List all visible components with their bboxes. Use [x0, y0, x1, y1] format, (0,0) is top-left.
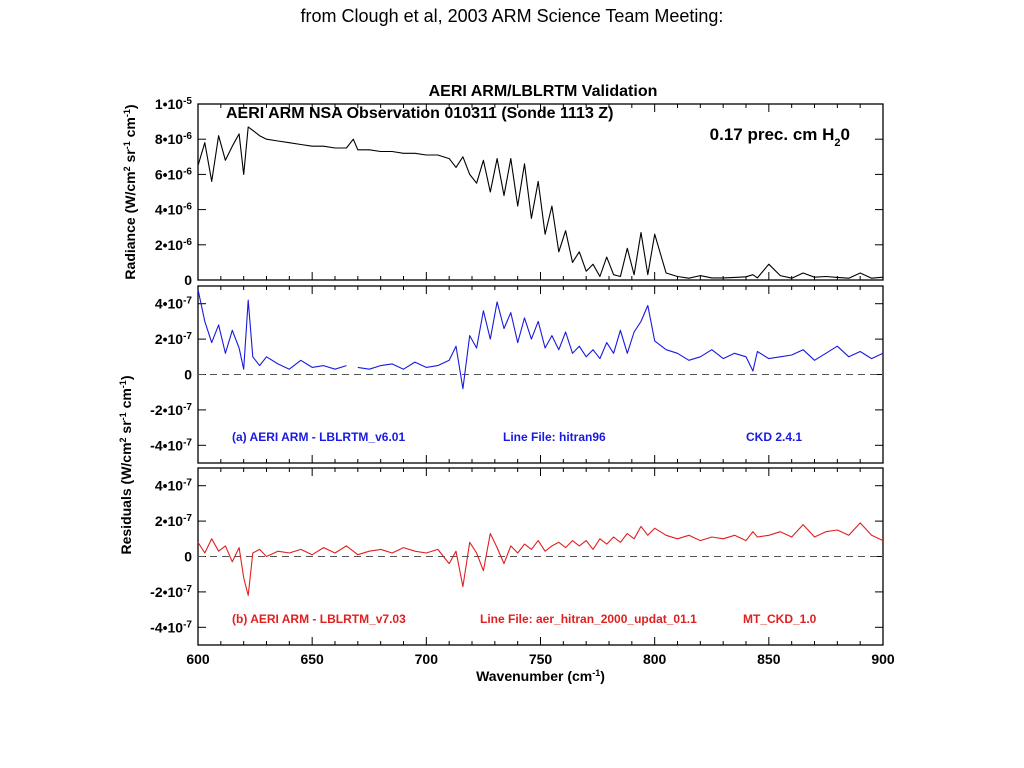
panel-2: 4•10-7 2•10-7 0 -2•10-7 -4•10-7 (b) AERI ARM … [150, 467, 895, 684]
x-tick-label: 700 [415, 651, 439, 667]
y-tick-label: 4•10-7 [155, 295, 193, 312]
y-tick-label: 4•10-7 [155, 477, 193, 494]
y-tick-label: 2•10-6 [155, 236, 193, 253]
panel-0: 0 2•10-6 4•10-6 6•10-6 8•10-6 1•10-5 [155, 96, 884, 288]
y-tick-label: 4•10-6 [155, 201, 193, 218]
y-axis-label-residuals: Residuals (W/cm2 sr-1 cm-1) [118, 376, 134, 555]
chart-panels: 0 2•10-6 4•10-6 6•10-6 8•10-6 1•10-5 4•10-7 2•1… [118, 96, 895, 685]
legend-label-model: (b) AERI ARM - LBLRTM_v7.03 [232, 612, 406, 626]
x-tick-label: 750 [529, 651, 553, 667]
x-tick-label: 850 [757, 651, 781, 667]
series-line [197, 289, 347, 370]
chart-subtitle: AERI ARM NSA Observation 010311 (Sonde 1… [226, 105, 613, 122]
legend-label-continuum: CKD 2.4.1 [746, 430, 802, 444]
series-line [197, 522, 884, 596]
chart-titles: AERI ARM/LBLRTM Validation AERI ARM NSA … [226, 83, 850, 149]
series-line [357, 301, 884, 390]
legend-label-linefile: Line File: aer_hitran_2000_updat_01.1 [480, 612, 697, 626]
x-tick-label: 800 [643, 651, 667, 667]
x-tick-label: 900 [871, 651, 895, 667]
y-tick-label: -4•10-7 [150, 619, 192, 636]
x-tick-label: 650 [300, 651, 324, 667]
y-tick-label: 6•10-6 [155, 166, 193, 183]
y-tick-label: -4•10-7 [150, 437, 192, 454]
legend-label-model: (a) AERI ARM - LBLRTM_v6.01 [232, 430, 405, 444]
panel-1: 4•10-7 2•10-7 0 -2•10-7 -4•10-7 (a) AERI ARM … [150, 285, 884, 464]
legend-label-continuum: MT_CKD_1.0 [743, 612, 817, 626]
series-line [197, 126, 884, 279]
y-tick-label: -2•10-7 [150, 583, 192, 600]
water-vapor-annotation: 0.17 prec. cm H20 [710, 125, 850, 149]
y-tick-label: 2•10-7 [155, 513, 193, 530]
y-tick-label: 0 [184, 272, 192, 288]
y-axis-label-radiance: Radiance (W/cm2 sr-1 cm-1) [122, 104, 138, 279]
slide-title: from Clough et al, 2003 ARM Science Team… [300, 6, 724, 26]
y-tick-label: -2•10-7 [150, 401, 192, 418]
y-tick-label: 2•10-7 [155, 331, 193, 348]
x-tick-label: 600 [186, 651, 210, 667]
x-axis-label: Wavenumber (cm-1) [476, 668, 605, 684]
chart-title: AERI ARM/LBLRTM Validation [429, 83, 658, 100]
y-tick-label: 0 [184, 549, 192, 565]
y-tick-label: 0 [184, 367, 192, 383]
y-tick-label: 1•10-5 [155, 96, 193, 113]
legend-label-linefile: Line File: hitran96 [503, 430, 606, 444]
y-tick-label: 8•10-6 [155, 131, 193, 148]
